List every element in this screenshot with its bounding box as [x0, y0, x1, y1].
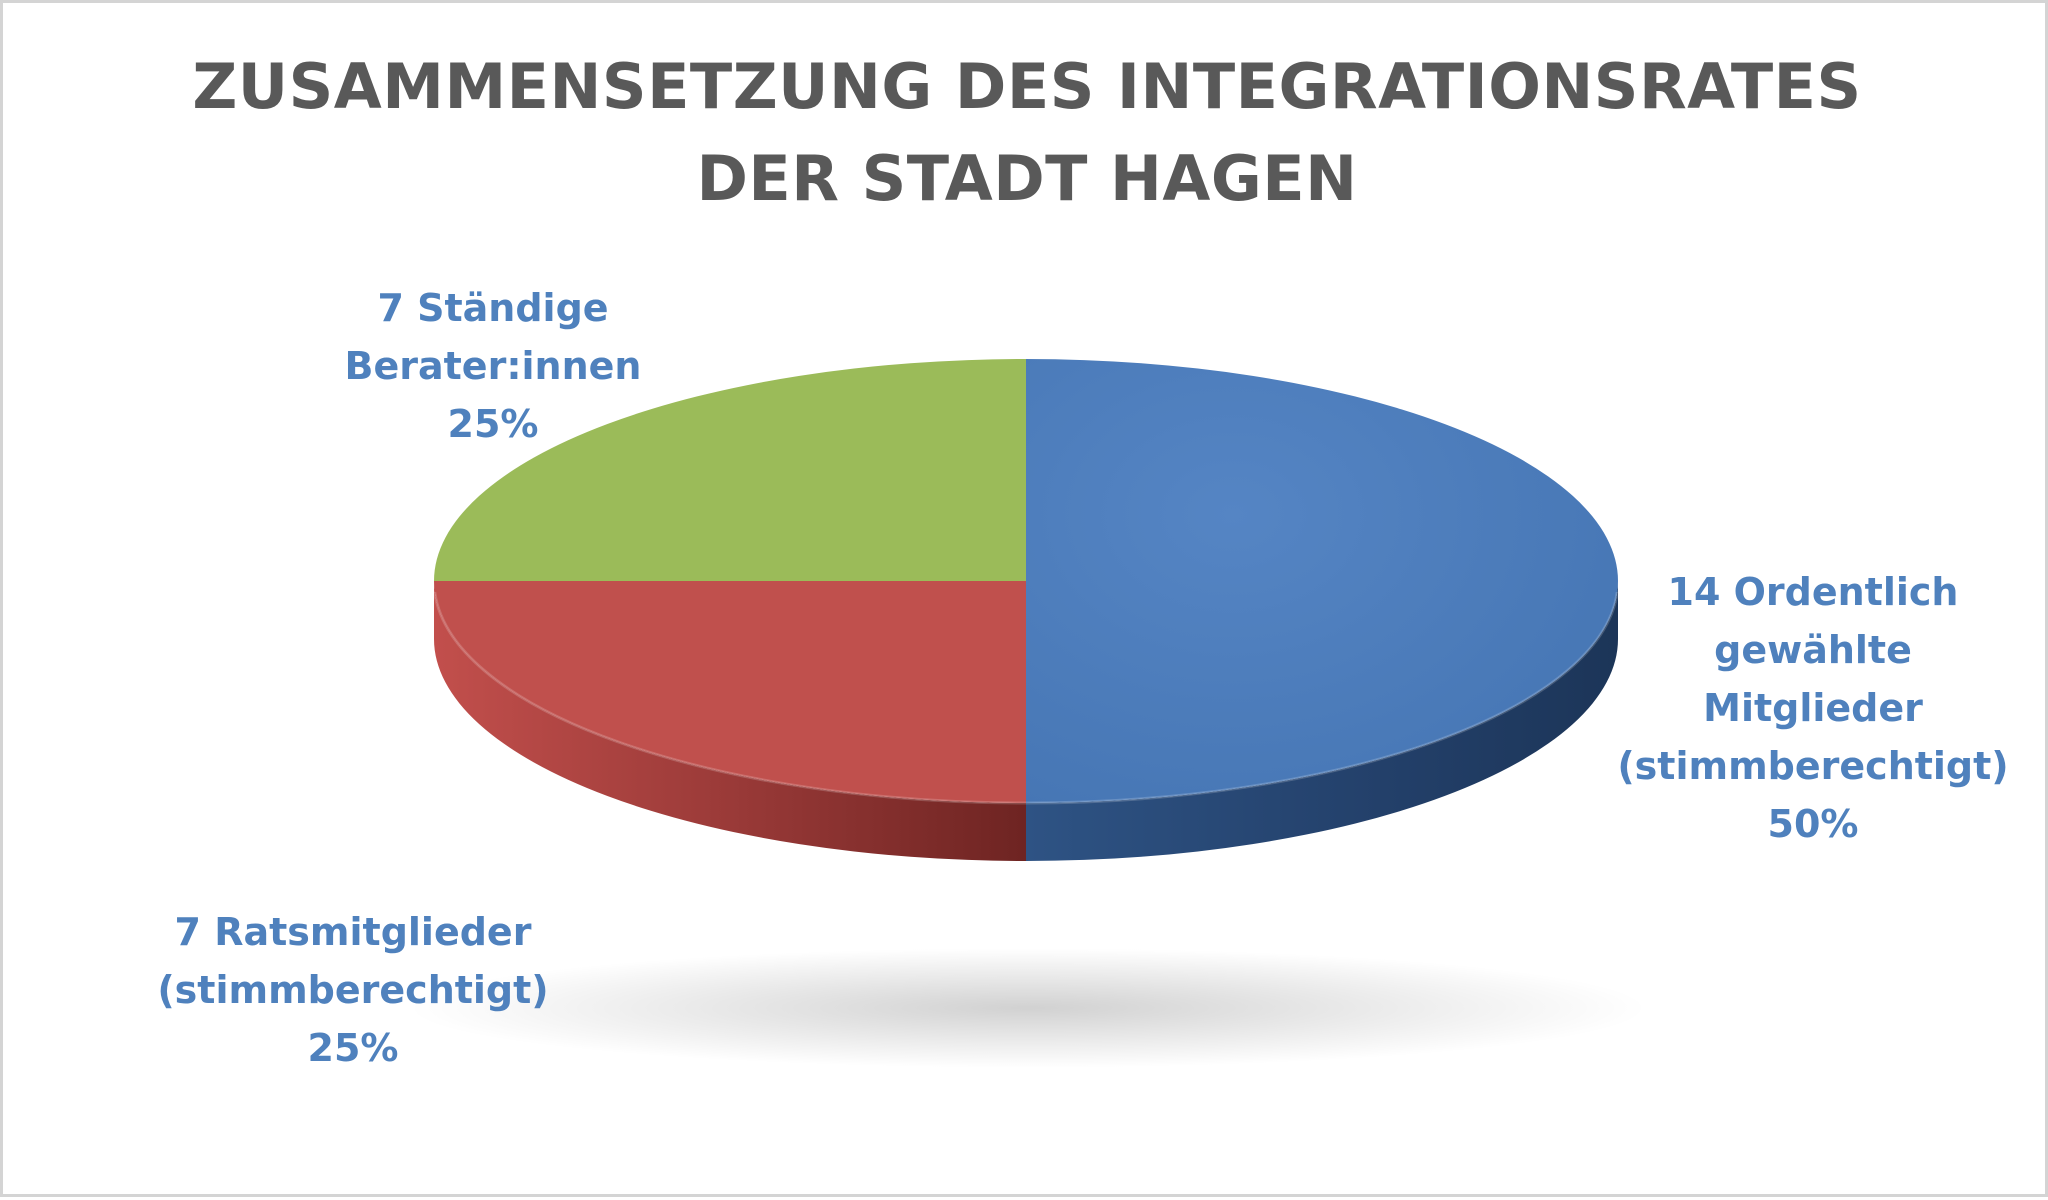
data-label-berater: 7 Ständige Berater:innen 25%	[293, 279, 693, 453]
pie-chart	[408, 359, 1648, 1068]
data-label-percent: 25%	[447, 402, 539, 446]
pie-slice-side-1	[434, 581, 1026, 861]
data-label-percent: 50%	[1767, 802, 1859, 846]
data-label-text: (stimmberechtigt)	[157, 968, 549, 1012]
data-label-text: Mitglieder	[1703, 686, 1923, 730]
data-label-text: (stimmberechtigt)	[1617, 744, 2009, 788]
data-label-ordentlich: 14 Ordentlich gewählte Mitglieder (stimm…	[1603, 563, 2023, 853]
data-label-text: 7 Ratsmitglieder	[174, 910, 532, 954]
pie-slice-2	[434, 359, 1026, 581]
data-label-text: Berater:innen	[344, 344, 642, 388]
pie-shadow	[408, 948, 1648, 1068]
data-label-text: gewählte	[1714, 628, 1912, 672]
data-label-text: 7 Ständige	[377, 286, 609, 330]
pie-slice-0	[1026, 359, 1618, 803]
chart-title-line-2: DER STADT HAGEN	[696, 142, 1358, 215]
pie-slice-side-0	[1026, 581, 1618, 861]
data-label-text: 14 Ordentlich	[1667, 570, 1959, 614]
chart-title-line-1: ZUSAMMENSETZUNG DES INTEGRATIONSRATES	[192, 50, 1862, 123]
data-label-percent: 25%	[307, 1026, 399, 1070]
data-label-ratsmitglieder: 7 Ratsmitglieder (stimmberechtigt) 25%	[143, 903, 563, 1077]
pie-slice-1	[434, 581, 1026, 803]
pie-rim-highlight	[433, 591, 1619, 805]
